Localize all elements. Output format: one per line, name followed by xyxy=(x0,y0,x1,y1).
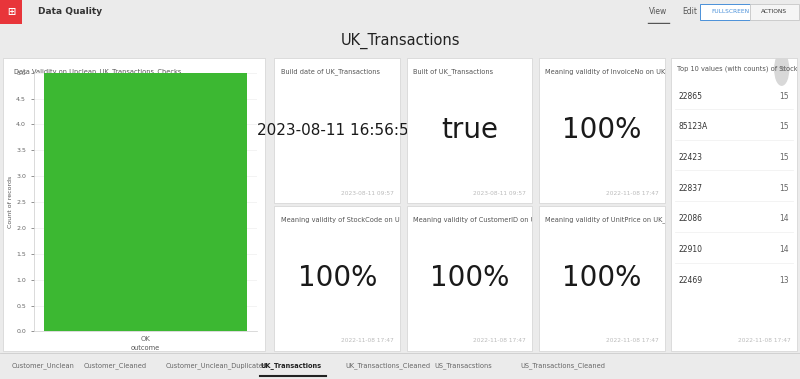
Text: US_Transacstions: US_Transacstions xyxy=(434,362,492,369)
Text: Meaning validity of StockCode on UK_Trans...: Meaning validity of StockCode on UK_Tran… xyxy=(281,216,431,223)
Text: 15: 15 xyxy=(780,91,790,100)
Text: UK_Transactions: UK_Transactions xyxy=(260,362,321,369)
Text: 22086: 22086 xyxy=(678,215,702,223)
FancyBboxPatch shape xyxy=(539,58,665,203)
Text: Build date of UK_Transactions: Build date of UK_Transactions xyxy=(281,68,380,75)
Text: 15: 15 xyxy=(780,153,790,162)
Text: 100%: 100% xyxy=(562,264,642,292)
Text: ACTIONS: ACTIONS xyxy=(762,9,787,14)
FancyBboxPatch shape xyxy=(274,58,400,203)
Text: Data Quality: Data Quality xyxy=(38,8,102,16)
Text: Built of UK_Transactions: Built of UK_Transactions xyxy=(413,68,493,75)
Text: 85123A: 85123A xyxy=(678,122,708,131)
Text: 100%: 100% xyxy=(430,264,509,292)
FancyBboxPatch shape xyxy=(0,0,22,24)
Text: 100%: 100% xyxy=(562,116,642,144)
Text: 22469: 22469 xyxy=(678,276,702,285)
Text: 15: 15 xyxy=(780,122,790,131)
Text: 14: 14 xyxy=(780,215,790,223)
FancyBboxPatch shape xyxy=(750,4,799,20)
Text: 14: 14 xyxy=(780,245,790,254)
X-axis label: outcome: outcome xyxy=(130,345,160,351)
Text: ≡: ≡ xyxy=(778,66,785,72)
Text: Customer_Unclean_Duplicates: Customer_Unclean_Duplicates xyxy=(166,362,267,369)
Text: 15: 15 xyxy=(780,184,790,193)
Text: 100%: 100% xyxy=(694,116,774,144)
Text: Top 10 values (with counts) of StockCode on ...: Top 10 values (with counts) of StockCode… xyxy=(678,65,800,72)
Y-axis label: Count of records: Count of records xyxy=(8,176,14,228)
Text: UK_Transactions_Cleaned: UK_Transactions_Cleaned xyxy=(346,362,430,369)
Text: 22837: 22837 xyxy=(678,184,702,193)
FancyBboxPatch shape xyxy=(406,206,533,351)
Text: 2022-11-08 17:47: 2022-11-08 17:47 xyxy=(738,191,790,196)
FancyBboxPatch shape xyxy=(700,4,760,20)
FancyBboxPatch shape xyxy=(671,58,797,351)
Text: View: View xyxy=(650,7,667,16)
Text: 2023-08-11 16:56:59: 2023-08-11 16:56:59 xyxy=(257,123,418,138)
Text: 22865: 22865 xyxy=(678,91,702,100)
Text: Meaning validity of InvoiceNo on UK_Transa...: Meaning validity of InvoiceNo on UK_Tran… xyxy=(545,68,697,75)
Text: 2022-11-08 17:47: 2022-11-08 17:47 xyxy=(474,338,526,343)
Text: 2022-11-08 17:47: 2022-11-08 17:47 xyxy=(738,338,790,343)
FancyBboxPatch shape xyxy=(274,206,400,351)
Text: 2022-11-08 17:47: 2022-11-08 17:47 xyxy=(606,191,658,196)
FancyBboxPatch shape xyxy=(539,206,665,351)
Text: Meaning validity of Quantity on UK_Transac...: Meaning validity of Quantity on UK_Trans… xyxy=(678,68,800,75)
FancyBboxPatch shape xyxy=(3,58,265,351)
Text: 2023-08-11 09:57: 2023-08-11 09:57 xyxy=(474,191,526,196)
Text: Edit: Edit xyxy=(682,7,697,16)
Text: 2022-11-08 17:47: 2022-11-08 17:47 xyxy=(341,338,394,343)
Text: Data Validity on Unclean_UK_Transactions_Checks: Data Validity on Unclean_UK_Transactions… xyxy=(14,68,181,75)
Text: US_Transactions_Cleaned: US_Transactions_Cleaned xyxy=(520,362,605,369)
Text: true: true xyxy=(441,116,498,144)
Text: Meaning validity of CustomerID on UK_Trans...: Meaning validity of CustomerID on UK_Tra… xyxy=(413,216,567,223)
Text: Customer_Cleaned: Customer_Cleaned xyxy=(84,362,147,369)
Text: 22910: 22910 xyxy=(678,245,702,254)
Text: 13: 13 xyxy=(780,276,790,285)
Text: 100%: 100% xyxy=(298,264,377,292)
Text: Customer_Unclean: Customer_Unclean xyxy=(12,362,75,369)
Text: ⊞: ⊞ xyxy=(7,7,15,17)
Text: 2023-08-11 09:57: 2023-08-11 09:57 xyxy=(341,191,394,196)
Text: 22423: 22423 xyxy=(678,153,702,162)
Text: 2022-11-08 17:47: 2022-11-08 17:47 xyxy=(606,338,658,343)
Text: FULLSCREEN: FULLSCREEN xyxy=(711,9,750,14)
Text: Meaning validity of UnitPrice on UK_Transac...: Meaning validity of UnitPrice on UK_Tran… xyxy=(545,216,698,223)
Circle shape xyxy=(774,53,789,85)
Text: UK_Transactions: UK_Transactions xyxy=(340,33,460,49)
FancyBboxPatch shape xyxy=(671,58,797,203)
FancyBboxPatch shape xyxy=(406,58,533,203)
